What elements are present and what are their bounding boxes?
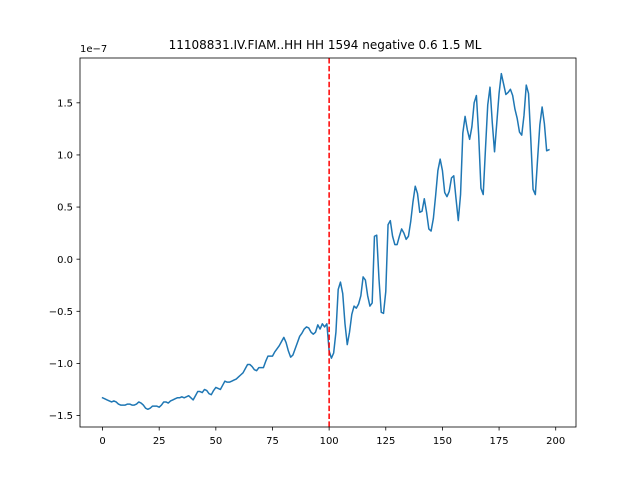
- x-tick-label: 150: [433, 436, 452, 447]
- y-tick-label: 1.0: [57, 151, 73, 162]
- x-tick-label: 125: [376, 436, 395, 447]
- y-tick-label: −1.0: [49, 359, 73, 370]
- y-axis-offset-label: 1e−7: [80, 44, 107, 55]
- series-line: [101, 72, 550, 411]
- axes-frame: [79, 57, 577, 428]
- x-tick-label: 25: [153, 436, 166, 447]
- plot-area: 0 25 50 75 100 125 150 175 200 −1.5 −1.0 −0.5 0.0 0.5…: [49, 57, 577, 447]
- y-tick-label: −0.5: [49, 307, 73, 318]
- y-tick-label: −1.5: [49, 411, 73, 422]
- y-tick-label: 1.5: [57, 98, 73, 109]
- x-tick-label: 0: [99, 436, 105, 447]
- x-tick-label: 175: [490, 436, 509, 447]
- chart-title: 11108831.IV.FIAM..HH HH 1594 negative 0.…: [169, 38, 482, 52]
- x-tick-label: 50: [209, 436, 222, 447]
- x-tick-label: 200: [546, 436, 565, 447]
- x-tick-label: 75: [266, 436, 279, 447]
- y-tick-label: 0.5: [57, 203, 73, 214]
- y-tick-label: 0.0: [57, 255, 73, 266]
- x-tick-label: 100: [320, 436, 339, 447]
